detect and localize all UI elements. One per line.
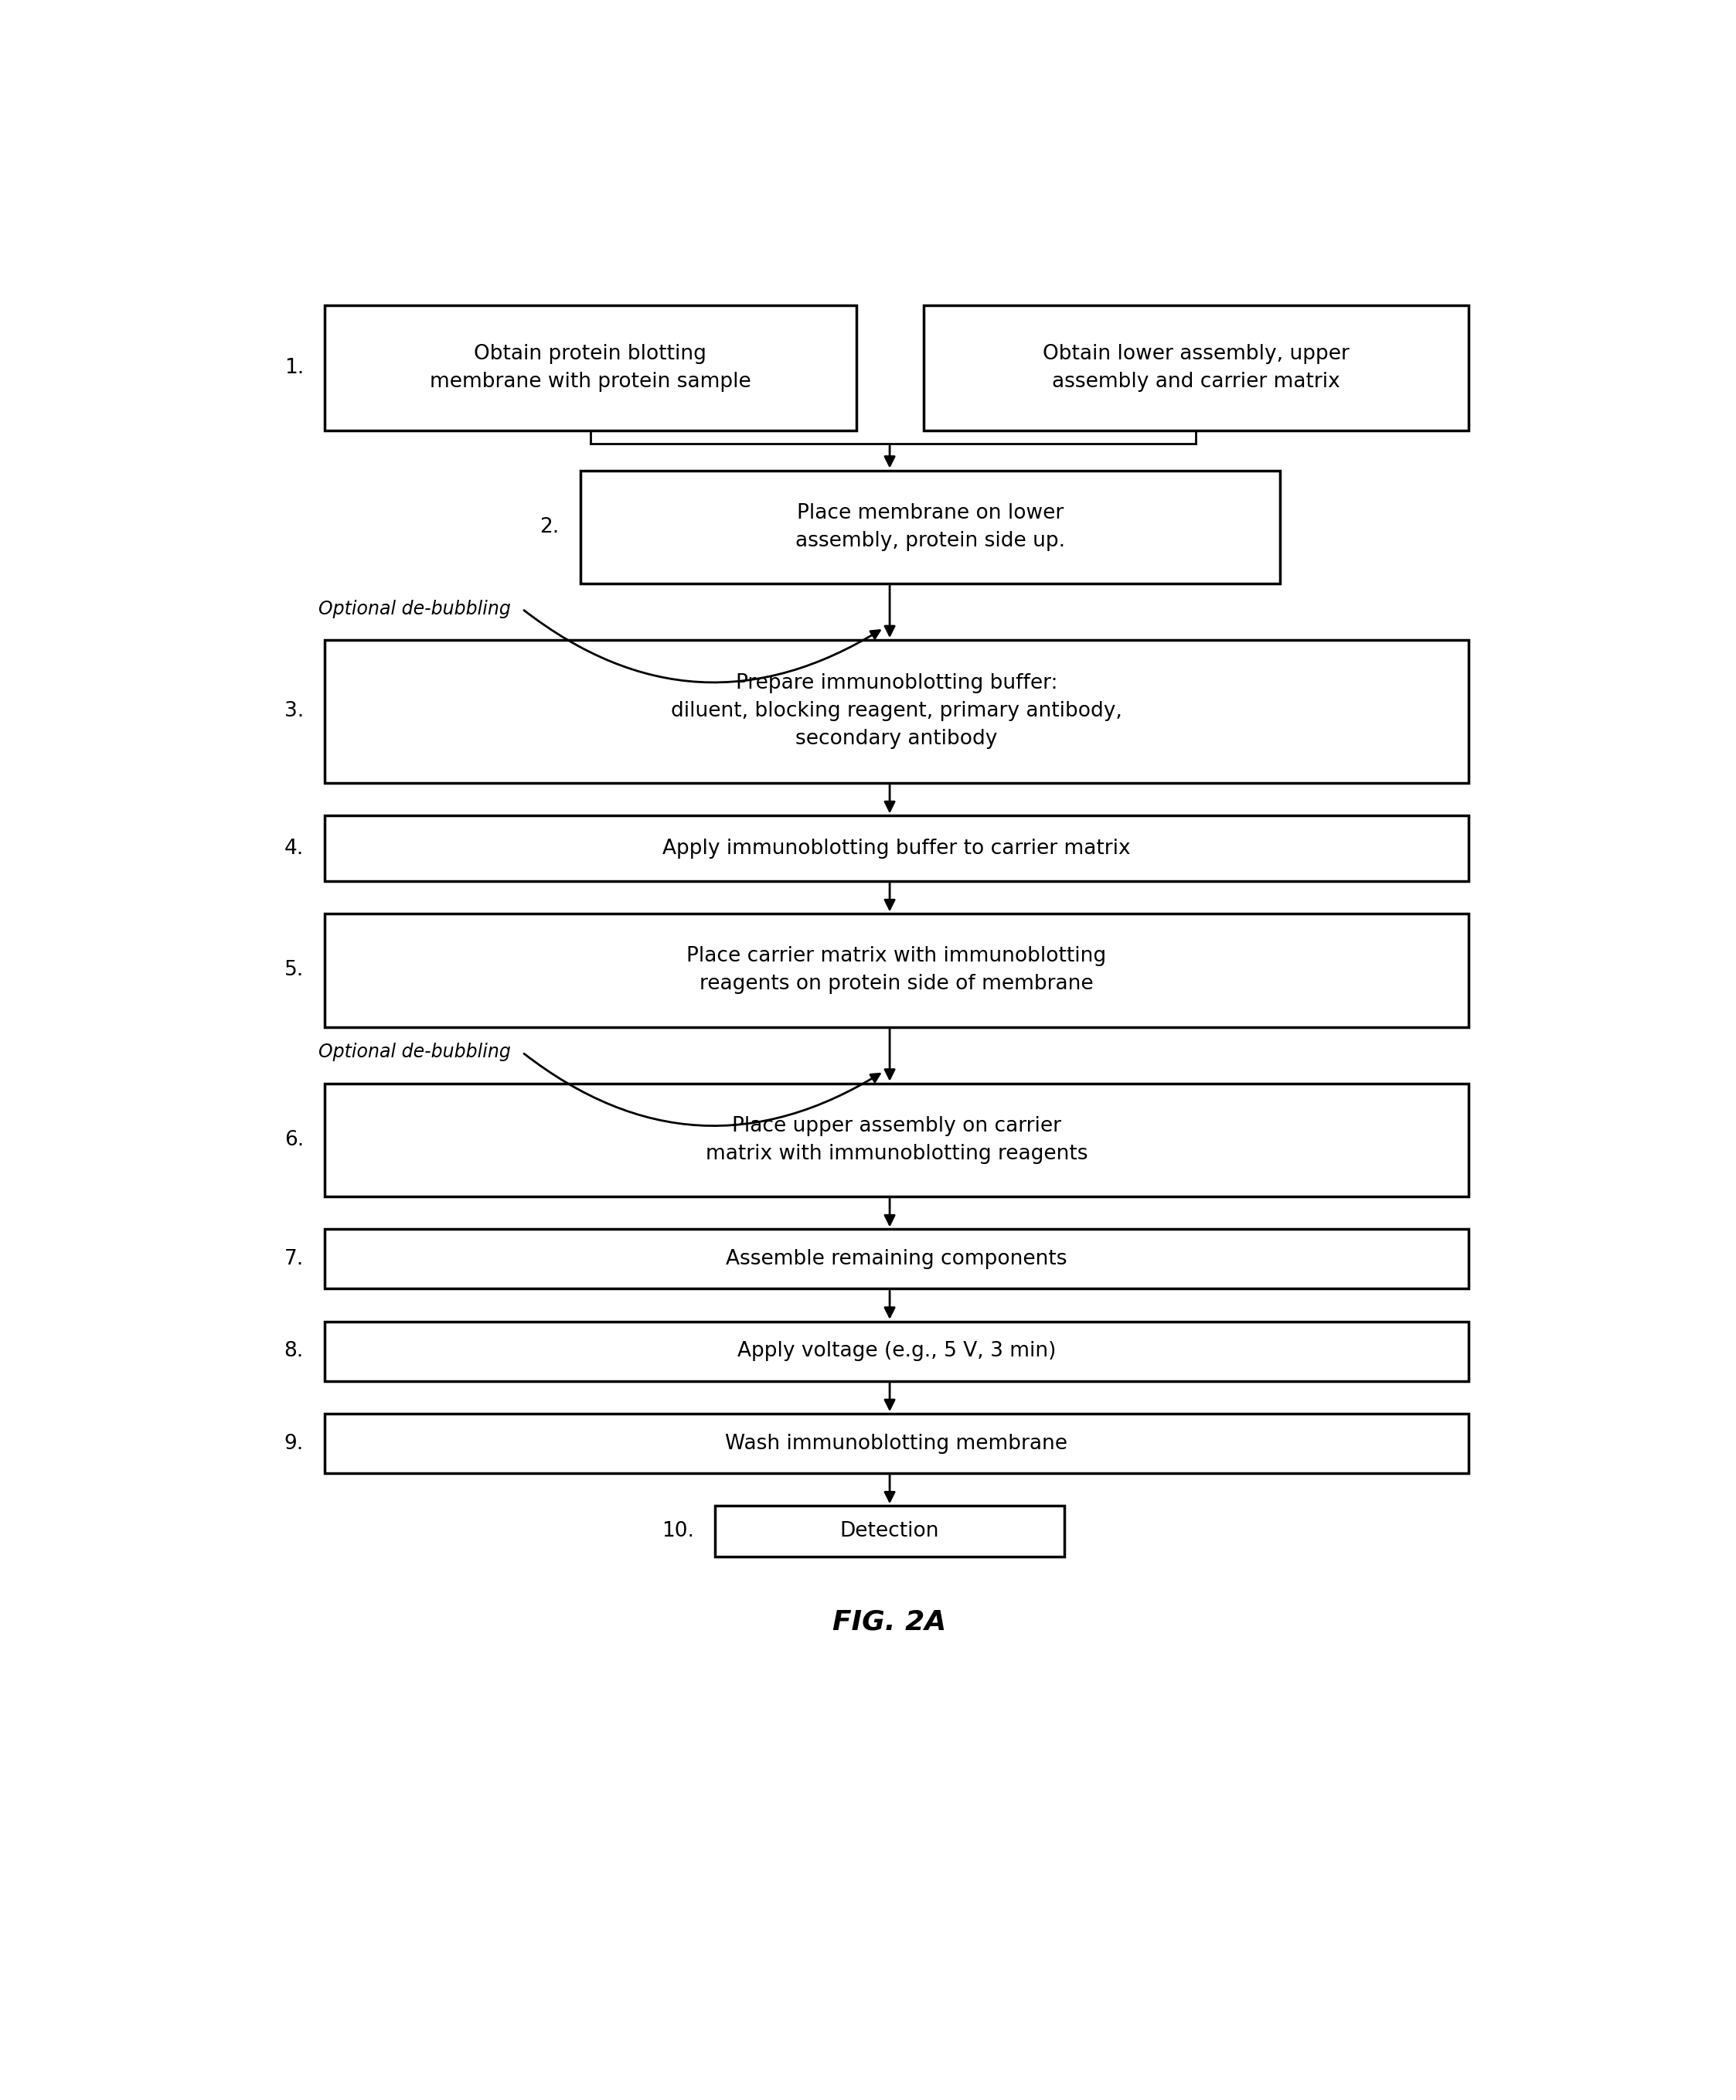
Text: Obtain lower assembly, upper
assembly and carrier matrix: Obtain lower assembly, upper assembly an… bbox=[1042, 344, 1349, 393]
Text: Place upper assembly on carrier
matrix with immunoblotting reagents: Place upper assembly on carrier matrix w… bbox=[705, 1115, 1087, 1163]
Text: Obtain protein blotting
membrane with protein sample: Obtain protein blotting membrane with pr… bbox=[431, 344, 752, 393]
Text: 6.: 6. bbox=[285, 1130, 304, 1151]
Text: Place carrier matrix with immunoblotting
reagents on protein side of membrane: Place carrier matrix with immunoblotting… bbox=[686, 947, 1106, 993]
Text: Apply immunoblotting buffer to carrier matrix: Apply immunoblotting buffer to carrier m… bbox=[663, 838, 1130, 859]
Text: Optional de-bubbling: Optional de-bubbling bbox=[319, 1044, 510, 1063]
Bar bbox=[325, 1321, 1469, 1382]
Text: 1.: 1. bbox=[285, 357, 304, 378]
Text: 5.: 5. bbox=[285, 960, 304, 981]
Text: 9.: 9. bbox=[285, 1434, 304, 1453]
Text: Detection: Detection bbox=[840, 1520, 939, 1541]
Text: Wash immunoblotting membrane: Wash immunoblotting membrane bbox=[726, 1434, 1068, 1453]
Bar bbox=[325, 914, 1469, 1027]
Text: 3.: 3. bbox=[285, 701, 304, 722]
Bar bbox=[325, 640, 1469, 783]
Text: Prepare immunoblotting buffer:
diluent, blocking reagent, primary antibody,
seco: Prepare immunoblotting buffer: diluent, … bbox=[670, 674, 1121, 750]
Text: 2.: 2. bbox=[540, 517, 559, 538]
Bar bbox=[715, 1506, 1064, 1556]
Text: 7.: 7. bbox=[285, 1250, 304, 1268]
Bar bbox=[580, 470, 1279, 584]
Text: Optional de-bubbling: Optional de-bubbling bbox=[319, 601, 510, 617]
Bar bbox=[325, 1084, 1469, 1197]
FancyArrowPatch shape bbox=[524, 611, 880, 682]
Text: Place membrane on lower
assembly, protein side up.: Place membrane on lower assembly, protei… bbox=[795, 504, 1064, 550]
Text: Apply voltage (e.g., 5 V, 3 min): Apply voltage (e.g., 5 V, 3 min) bbox=[738, 1342, 1055, 1361]
FancyArrowPatch shape bbox=[524, 1054, 880, 1126]
Bar bbox=[325, 815, 1469, 882]
Text: 4.: 4. bbox=[285, 838, 304, 859]
Bar bbox=[325, 1413, 1469, 1474]
Text: Assemble remaining components: Assemble remaining components bbox=[726, 1250, 1068, 1268]
Bar bbox=[325, 307, 856, 430]
Text: 8.: 8. bbox=[285, 1342, 304, 1361]
Bar bbox=[924, 307, 1469, 430]
Bar bbox=[325, 1228, 1469, 1289]
Text: FIG. 2A: FIG. 2A bbox=[833, 1609, 946, 1636]
Text: 10.: 10. bbox=[661, 1520, 694, 1541]
